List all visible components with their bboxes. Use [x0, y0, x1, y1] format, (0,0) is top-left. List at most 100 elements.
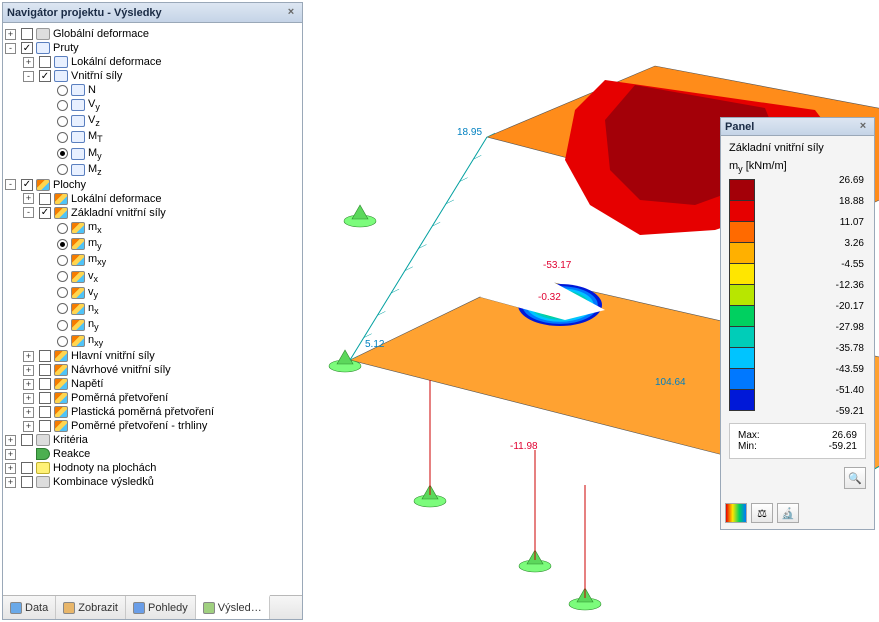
tree-item[interactable]: +ny — [5, 317, 300, 333]
tree-radio[interactable] — [57, 239, 68, 250]
tree-expander[interactable]: - — [23, 71, 34, 82]
tree-expander[interactable]: + — [5, 463, 16, 474]
tree-item[interactable]: +Globální deformace — [5, 27, 300, 41]
tree-item[interactable]: +Vy — [5, 97, 300, 113]
tree-checkbox[interactable] — [39, 364, 51, 376]
tree-item[interactable]: -Základní vnitřní síly — [5, 206, 300, 220]
tree-checkbox[interactable] — [39, 420, 51, 432]
tree-radio[interactable] — [57, 255, 68, 266]
tree-checkbox[interactable] — [21, 462, 33, 474]
tree-radio[interactable] — [57, 336, 68, 347]
tree-item[interactable]: + Kombinace výsledků — [5, 475, 300, 489]
tree-radio[interactable] — [57, 85, 68, 96]
legend-scale: 26.6918.8811.073.26-4.55-12.36-20.17-27.… — [729, 180, 866, 417]
tree-item[interactable]: -Plochy — [5, 178, 300, 192]
navigator-tab[interactable]: Pohledy — [126, 596, 196, 619]
tree-checkbox[interactable] — [39, 193, 51, 205]
tree-item[interactable]: +my — [5, 236, 300, 252]
tree-checkbox[interactable] — [39, 350, 51, 362]
tree-expander[interactable]: + — [5, 477, 16, 488]
navigator-close-button[interactable]: × — [284, 6, 298, 20]
tree-item[interactable]: +nxy — [5, 333, 300, 349]
tree-checkbox[interactable] — [21, 476, 33, 488]
legend-swatch — [729, 347, 755, 369]
tree-expander[interactable]: + — [5, 29, 16, 40]
legend-footer-button-2[interactable]: ⚖ — [751, 503, 773, 523]
tree-expander[interactable]: - — [5, 43, 16, 54]
tree-checkbox[interactable] — [39, 392, 51, 404]
tree-checkbox[interactable] — [39, 207, 51, 219]
tree-radio[interactable] — [57, 148, 68, 159]
tree-radio[interactable] — [57, 132, 68, 143]
tree-expander[interactable]: + — [5, 435, 16, 446]
navigator-tab[interactable]: Zobrazit — [56, 596, 126, 619]
tree-item[interactable]: +Návrhové vnitřní síly — [5, 363, 300, 377]
tree-radio[interactable] — [57, 320, 68, 331]
tree-expander[interactable]: + — [23, 365, 34, 376]
tree-item[interactable]: +mxy — [5, 252, 300, 268]
tree-checkbox[interactable] — [21, 179, 33, 191]
tree-item[interactable]: +Hodnoty na plochách — [5, 461, 300, 475]
tree-item-label: MT — [88, 130, 103, 144]
tree-item[interactable]: +vy — [5, 285, 300, 301]
tree-item[interactable]: +Poměrné přetvoření - trhliny — [5, 419, 300, 433]
tree-item[interactable]: +Lokální deformace — [5, 55, 300, 69]
tree-checkbox[interactable] — [39, 56, 51, 68]
tree-item[interactable]: +Vz — [5, 113, 300, 129]
tree-radio[interactable] — [57, 164, 68, 175]
legend-close-button[interactable]: × — [856, 120, 870, 134]
tree-item-label: Napětí — [71, 378, 103, 390]
tree-radio[interactable] — [57, 303, 68, 314]
tree-expander[interactable]: + — [5, 449, 16, 460]
tree-checkbox[interactable] — [39, 406, 51, 418]
tree-expander[interactable]: + — [23, 407, 34, 418]
svg-text:18.95: 18.95 — [457, 127, 482, 138]
tree-item-label: Reakce — [53, 448, 90, 460]
tree-expander[interactable]: + — [23, 421, 34, 432]
tree-item[interactable]: +vx — [5, 269, 300, 285]
tree-expander[interactable]: - — [5, 179, 16, 190]
tree-radio[interactable] — [57, 116, 68, 127]
tree-item[interactable]: -Pruty — [5, 41, 300, 55]
tree-expander[interactable]: + — [23, 57, 34, 68]
tree-item[interactable]: +Mz — [5, 162, 300, 178]
tree-item[interactable]: +Plastická poměrná přetvoření — [5, 405, 300, 419]
tree-expander[interactable]: + — [23, 193, 34, 204]
tree-item-label: vx — [88, 270, 98, 284]
tree-radio[interactable] — [57, 271, 68, 282]
tree-item[interactable]: +Hlavní vnitřní síly — [5, 349, 300, 363]
tree-item-icon — [54, 56, 68, 68]
tree-item[interactable]: -Vnitřní síly — [5, 69, 300, 83]
tree-item[interactable]: +Lokální deformace — [5, 192, 300, 206]
tree-item[interactable]: +mx — [5, 220, 300, 236]
tree-item[interactable]: +N — [5, 83, 300, 97]
legend-zoom-button[interactable]: 🔍 — [844, 467, 866, 489]
tree-expander[interactable]: - — [23, 207, 34, 218]
tree-expander[interactable]: + — [23, 379, 34, 390]
tree-item[interactable]: +Poměrná přetvoření — [5, 391, 300, 405]
tree-radio[interactable] — [57, 100, 68, 111]
tree-item[interactable]: +Kritéria — [5, 433, 300, 447]
tree-radio[interactable] — [57, 223, 68, 234]
tree-radio[interactable] — [57, 287, 68, 298]
tree-item[interactable]: + Reakce — [5, 447, 300, 461]
svg-text:104.64: 104.64 — [655, 377, 686, 388]
navigator-tree[interactable]: +Globální deformace-Pruty+Lokální deform… — [3, 23, 302, 595]
tree-checkbox[interactable] — [21, 434, 33, 446]
navigator-tab[interactable]: Data — [3, 596, 56, 619]
tree-item-label: My — [88, 147, 102, 161]
tree-item[interactable]: +My — [5, 146, 300, 162]
tree-expander[interactable]: + — [23, 351, 34, 362]
legend-footer-button-3[interactable]: 🔬 — [777, 503, 799, 523]
tree-item[interactable]: + Napětí — [5, 377, 300, 391]
tree-checkbox[interactable] — [21, 42, 33, 54]
tree-checkbox[interactable] — [39, 378, 51, 390]
tree-item-label: Kombinace výsledků — [53, 476, 154, 488]
tree-checkbox[interactable] — [21, 28, 33, 40]
tree-item[interactable]: +MT — [5, 129, 300, 145]
legend-footer-button-1[interactable] — [725, 503, 747, 523]
tree-item[interactable]: +nx — [5, 301, 300, 317]
tree-expander[interactable]: + — [23, 393, 34, 404]
tree-checkbox[interactable] — [39, 70, 51, 82]
navigator-tab[interactable]: Výsled… — [196, 595, 270, 619]
